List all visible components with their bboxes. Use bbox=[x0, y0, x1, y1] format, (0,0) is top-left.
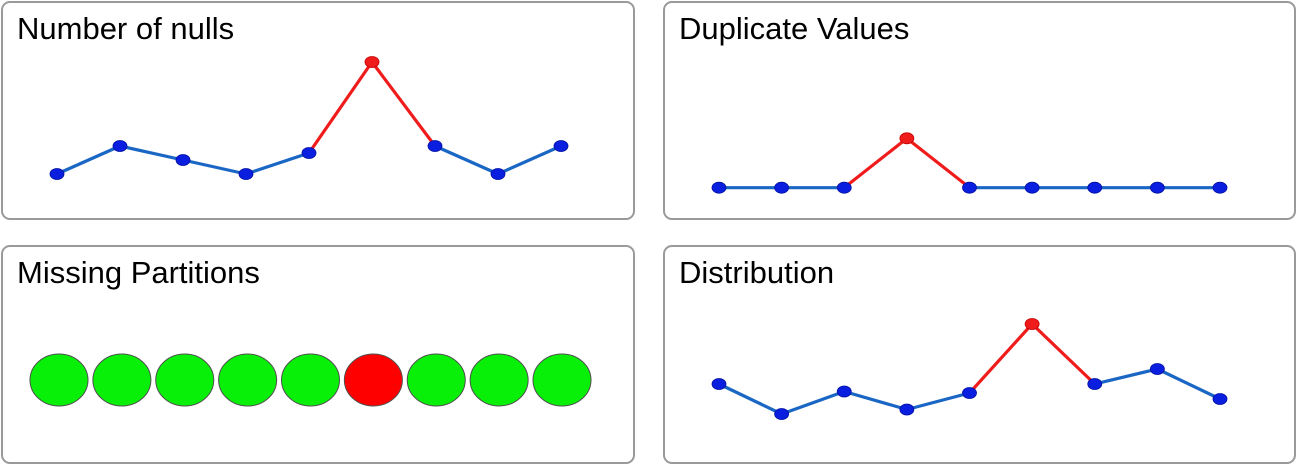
data-point bbox=[1087, 181, 1103, 194]
anomaly-line-segment bbox=[370, 60, 437, 148]
data-point bbox=[774, 181, 790, 194]
line-segment bbox=[1093, 367, 1159, 386]
data-point bbox=[836, 385, 852, 398]
partition-present-circle bbox=[406, 353, 466, 407]
line-segment bbox=[118, 144, 185, 162]
data-point bbox=[301, 147, 317, 159]
line-segment bbox=[55, 144, 122, 176]
partition-present-circle bbox=[155, 353, 215, 407]
data-point bbox=[1149, 181, 1165, 194]
line-segment bbox=[780, 389, 846, 416]
line-segment bbox=[1155, 367, 1222, 401]
data-point bbox=[836, 181, 852, 194]
duplicates-line-chart bbox=[711, 132, 1228, 194]
data-point bbox=[962, 387, 977, 399]
data-point bbox=[1149, 363, 1165, 375]
distribution-line-chart bbox=[711, 318, 1228, 420]
nulls-panel: Number of nulls bbox=[1, 1, 635, 220]
partition-present-circle bbox=[92, 353, 152, 407]
line-segment bbox=[244, 151, 311, 176]
line-segment bbox=[717, 382, 784, 416]
data-point bbox=[175, 154, 191, 166]
duplicates-title: Duplicate Values bbox=[679, 11, 910, 46]
partition-present-circle bbox=[532, 353, 592, 407]
line-segment bbox=[496, 144, 563, 176]
data-point bbox=[490, 168, 506, 180]
data-point bbox=[1212, 393, 1228, 405]
data-point bbox=[427, 140, 443, 152]
data-point bbox=[1212, 181, 1228, 194]
anomaly-line-segment bbox=[307, 60, 374, 155]
nulls-title: Number of nulls bbox=[17, 11, 235, 46]
data-point bbox=[774, 408, 790, 420]
partition-present-circle bbox=[469, 353, 529, 407]
data-point bbox=[238, 168, 254, 180]
data-point bbox=[1087, 378, 1103, 390]
partition-missing-circle bbox=[343, 353, 403, 407]
partition-present-circle bbox=[281, 353, 340, 407]
distribution-panel: Distribution bbox=[663, 245, 1296, 464]
anomaly-line-segment bbox=[1030, 322, 1097, 386]
data-point bbox=[1024, 181, 1040, 194]
anomaly-line-segment bbox=[842, 136, 909, 190]
partitions-title: Missing Partitions bbox=[17, 255, 260, 290]
data-point bbox=[553, 140, 569, 152]
anomaly-line-segment bbox=[967, 322, 1034, 395]
data-point bbox=[711, 181, 727, 194]
line-segment bbox=[433, 144, 500, 176]
data-point bbox=[962, 181, 977, 194]
data-point bbox=[711, 378, 727, 390]
duplicates-panel: Duplicate Values bbox=[663, 1, 1296, 220]
data-point bbox=[49, 168, 65, 180]
anomaly-point bbox=[1024, 318, 1040, 330]
anomaly-point bbox=[364, 56, 380, 68]
partitions-panel: Missing Partitions bbox=[1, 245, 635, 464]
partitions-chart bbox=[29, 353, 592, 407]
data-point bbox=[112, 140, 128, 152]
line-segment bbox=[905, 391, 972, 412]
partition-present-circle bbox=[29, 353, 89, 407]
distribution-title: Distribution bbox=[679, 255, 835, 290]
data-point bbox=[899, 403, 915, 416]
line-segment bbox=[842, 389, 909, 412]
line-segment bbox=[181, 158, 248, 176]
partition-present-circle bbox=[218, 353, 278, 407]
nulls-line-chart bbox=[49, 56, 569, 180]
anomaly-point bbox=[899, 132, 915, 145]
anomaly-line-segment bbox=[905, 136, 972, 190]
